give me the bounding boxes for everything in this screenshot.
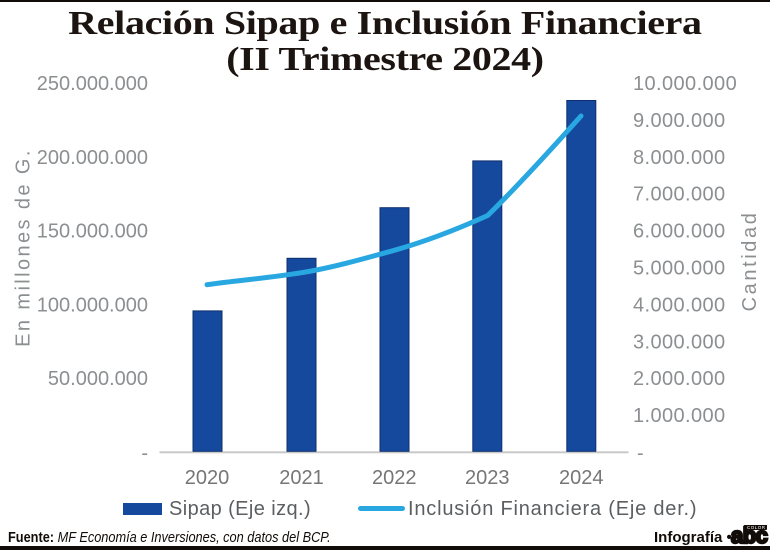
svg-text:2024: 2024 <box>559 467 604 489</box>
svg-text:-: - <box>141 443 148 465</box>
svg-text:1.000.000: 1.000.000 <box>633 405 726 427</box>
svg-text:50.000.000: 50.000.000 <box>48 368 148 390</box>
svg-text:-: - <box>637 443 644 465</box>
svg-text:4.000.000: 4.000.000 <box>633 294 726 316</box>
svg-text:3.000.000: 3.000.000 <box>633 331 726 353</box>
svg-text:100.000.000: 100.000.000 <box>37 294 148 316</box>
svg-text:Cantidad: Cantidad <box>739 211 761 312</box>
svg-text:6.000.000: 6.000.000 <box>633 221 726 243</box>
svg-text:10.000.000: 10.000.000 <box>633 73 737 95</box>
svg-text:9.000.000: 9.000.000 <box>633 110 726 132</box>
svg-text:250.000.000: 250.000.000 <box>37 73 148 95</box>
svg-text:Infografía •: Infografía • <box>654 529 732 546</box>
svg-text:2.000.000: 2.000.000 <box>633 368 726 390</box>
svg-text:COLOR: COLOR <box>747 525 766 530</box>
svg-text:En millones de G.: En millones de G. <box>13 148 35 347</box>
svg-text:150.000.000: 150.000.000 <box>37 221 148 243</box>
svg-text:5.000.000: 5.000.000 <box>633 258 726 280</box>
svg-text:200.000.000: 200.000.000 <box>37 147 148 169</box>
svg-text:2022: 2022 <box>372 467 417 489</box>
svg-text:8.000.000: 8.000.000 <box>633 147 726 169</box>
svg-text:2020: 2020 <box>185 467 230 489</box>
svg-text:2023: 2023 <box>465 467 510 489</box>
svg-text:2021: 2021 <box>279 467 324 489</box>
svg-text:7.000.000: 7.000.000 <box>633 184 726 206</box>
